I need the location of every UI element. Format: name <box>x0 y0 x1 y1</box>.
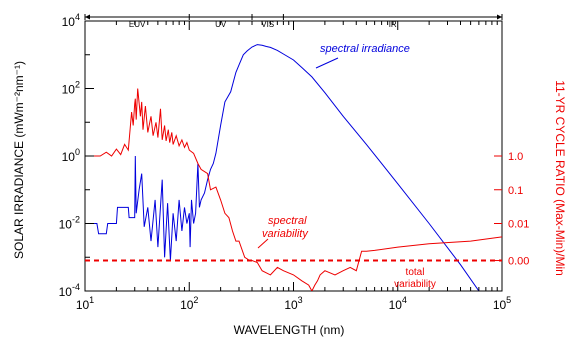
y2-tick-label: 0.01 <box>508 219 529 231</box>
x-tick-base: 10 <box>389 298 403 312</box>
x-tick-exp: 1 <box>89 295 94 305</box>
y2-tick-label: 0.1 <box>508 185 523 197</box>
y-tick-label: 104 <box>62 12 80 29</box>
y-tick-exp: 4 <box>75 12 80 22</box>
annotation-total: total <box>406 267 425 278</box>
x-axis-title: WAVELENGTH (nm) <box>234 323 345 337</box>
y-tick-label: 100 <box>62 147 80 164</box>
x-tick-label: 104 <box>389 295 407 312</box>
region-label-vis: VIS <box>261 20 274 29</box>
y2-axis-title: 11-YR CYCLE RATIO (Max-Min)/Min <box>553 80 567 276</box>
x-tick-exp: 5 <box>506 295 511 305</box>
y2-tick-label: 1.0 <box>508 151 523 163</box>
annotation-spectral-irradiance: spectral irradiance <box>320 43 410 55</box>
y-tick-base: 10 <box>59 285 73 299</box>
x-tick-base: 10 <box>180 298 194 312</box>
y-axis-title: SOLAR IRRADIANCE (mWm⁻²nm⁻¹) <box>12 61 26 259</box>
annotation-arrow-variability <box>257 238 269 249</box>
y-tick-label: 102 <box>62 80 80 97</box>
region-arrow-right <box>497 14 502 20</box>
y-tick-label: 10-4 <box>59 282 80 299</box>
plot-frame-layer <box>84 20 503 292</box>
annotation-variability: variability <box>262 228 309 240</box>
plot-frame <box>84 20 503 292</box>
x-tick-label: 105 <box>493 295 511 312</box>
x-tick-label: 103 <box>284 295 302 312</box>
y-tick-base: 10 <box>62 150 76 164</box>
y-tick-base: 10 <box>62 15 76 29</box>
annotation-arrow-irradiance <box>315 57 339 69</box>
x-tick-exp: 2 <box>193 295 198 305</box>
x-tick-label: 102 <box>180 295 198 312</box>
x-tick-base: 10 <box>493 298 507 312</box>
y-tick-exp: -4 <box>72 282 80 292</box>
x-tick-exp: 4 <box>402 295 407 305</box>
x-tick-label: 101 <box>76 295 94 312</box>
tick-layer: 101 102 103 104 10510410210010-210-41.00.10.… <box>59 12 530 312</box>
x-tick-base: 10 <box>284 298 298 312</box>
y-tick-exp: 0 <box>75 147 80 157</box>
y-tick-label: 10-2 <box>59 215 80 232</box>
annotation-total-variability: variability <box>394 279 436 290</box>
series-layer <box>85 44 502 291</box>
series-spectral-variability-line <box>85 88 502 291</box>
annotation-spectral: spectral <box>268 215 307 227</box>
y-tick-base: 10 <box>59 218 73 232</box>
region-label-euv: EUV <box>129 20 146 29</box>
y-tick-exp: -2 <box>72 215 80 225</box>
series-spectral-irradiance-line <box>85 44 480 291</box>
svg-text:11-YR CYCLE RATIO (Max-Min)/Mi: 11-YR CYCLE RATIO (Max-Min)/Min <box>553 80 567 276</box>
y2-tick-label: 0.00 <box>508 256 529 268</box>
y-tick-exp: 2 <box>75 80 80 90</box>
x-tick-exp: 3 <box>298 295 303 305</box>
region-arrow-left <box>85 14 90 20</box>
x-tick-base: 10 <box>76 298 90 312</box>
y-tick-base: 10 <box>62 83 76 97</box>
